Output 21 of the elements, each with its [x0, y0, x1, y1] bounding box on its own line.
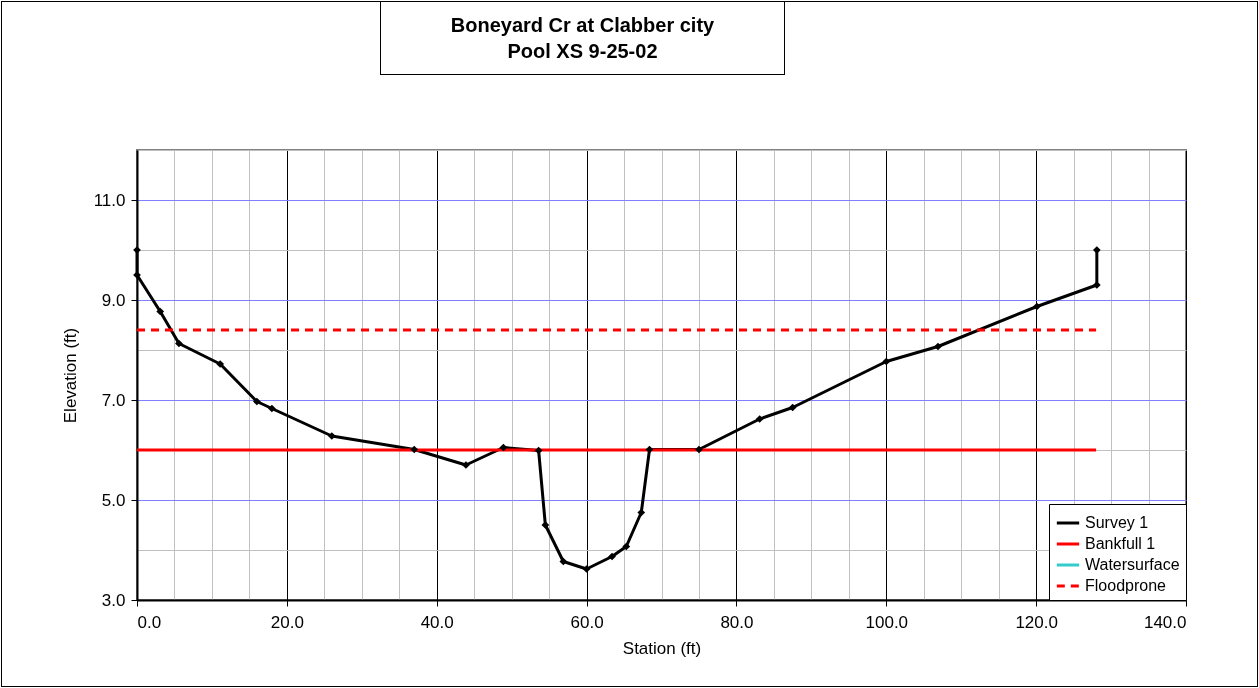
legend-label: Survey 1 — [1085, 514, 1149, 531]
y-tick-label: 7.0 — [101, 390, 126, 410]
x-tick-label: 40.0 — [420, 612, 454, 632]
legend-label: Floodprone — [1085, 577, 1167, 594]
y-tick-label: 3.0 — [101, 590, 126, 610]
legend-label: Watersurface — [1085, 556, 1180, 573]
y-axis-title: Elevation (ft) — [60, 327, 80, 424]
y-tick-label: 11.0 — [93, 190, 126, 210]
x-tick-label: 100.0 — [865, 612, 909, 632]
chart-title: Boneyard Cr at Clabber city — [449, 13, 716, 38]
x-tick-label: 120.0 — [1015, 612, 1058, 632]
x-axis-title: Station (ft) — [622, 638, 702, 658]
y-tick-label: 5.0 — [101, 490, 126, 510]
x-tick-label: 80.0 — [720, 612, 754, 632]
x-tick-label: 60.0 — [570, 612, 604, 632]
x-tick-label: 0.0 — [137, 612, 162, 632]
chart-subtitle: Pool XS 9-25-02 — [506, 39, 659, 64]
y-tick-label: 9.0 — [101, 290, 126, 310]
x-tick-label: 20.0 — [270, 612, 304, 632]
x-tick-label: 140.0 — [1143, 612, 1187, 632]
legend-label: Bankfull 1 — [1085, 535, 1156, 552]
